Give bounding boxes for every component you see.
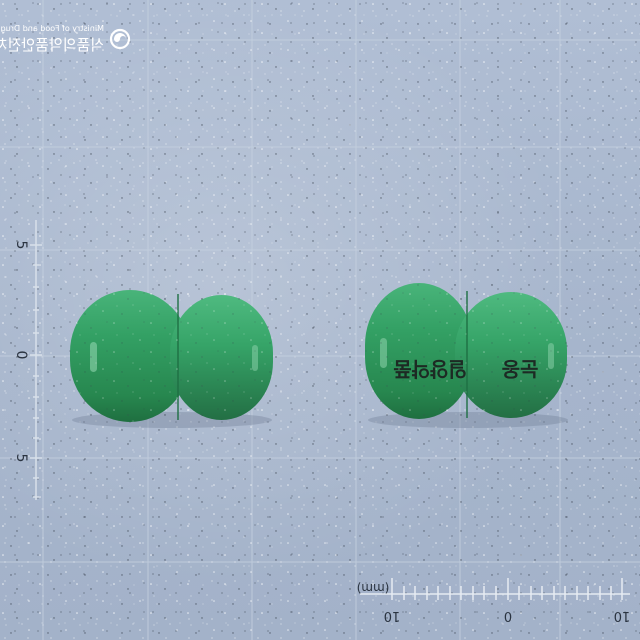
bottom-scale-label-zero: 0 bbox=[504, 608, 512, 623]
bottom-scale-label-right: 10 bbox=[614, 608, 631, 623]
bottom-scale: (mm) 10 0 10 bbox=[357, 578, 631, 623]
left-scale: 5 0 5 bbox=[13, 220, 42, 500]
watermark: 식품의약품안전처 Ministry of Food and Drug Safet… bbox=[0, 24, 131, 54]
watermark-korean: 식품의약품안전처 bbox=[0, 36, 104, 54]
left-scale-label-top: 5 bbox=[13, 241, 29, 250]
left-scale-label-bottom: 5 bbox=[13, 454, 29, 463]
mfds-emblem-icon bbox=[109, 28, 131, 50]
bottom-scale-unit: (mm) bbox=[357, 581, 390, 595]
watermark-english: Ministry of Food and Drug Safety bbox=[0, 24, 104, 33]
capsule-right: 일양약품 눈옹 bbox=[365, 283, 568, 428]
capsule-left bbox=[70, 290, 273, 428]
bottom-scale-label-left: 10 bbox=[384, 608, 401, 623]
left-scale-label-zero: 0 bbox=[13, 351, 29, 360]
